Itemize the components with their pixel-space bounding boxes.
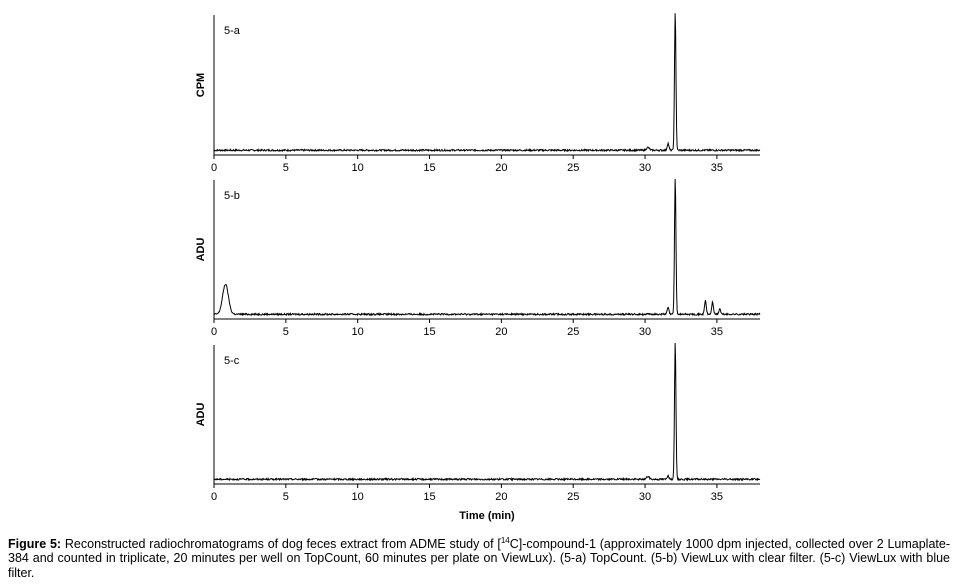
panel-3-x-tick-label: 30 (639, 491, 651, 503)
panel-2-trace-line (213, 178, 761, 317)
panel-1-x-tick-label: 25 (567, 162, 579, 174)
panel-1-x-tick-label: 15 (423, 162, 435, 174)
panel-3-y-axis-label: ADU (195, 403, 207, 427)
panel-2-x-tick-label: 5 (283, 326, 289, 338)
panel-2-y-axis-label: ADU (195, 238, 207, 262)
panel-1-x-tick-label: 0 (211, 162, 217, 174)
panel-3-x-tick-label: 5 (283, 491, 289, 503)
panel-2-x-tick-label: 0 (211, 326, 217, 338)
panel-1-x-tick-label: 5 (283, 162, 289, 174)
panel-3-x-tick-label: 10 (352, 491, 364, 503)
caption-text-after: C]-compound-1 (approximately 1000 dpm in… (8, 537, 950, 580)
panel-3-x-tick-label: 15 (423, 491, 435, 503)
caption-superscript: 14 (500, 535, 510, 545)
panel-1-trace-line (213, 13, 761, 153)
figure-caption: Figure 5: Reconstructed radiochromatogra… (8, 535, 950, 580)
panel-1-x-tick-label: 35 (711, 162, 723, 174)
panel-2-x-tick-label: 20 (495, 326, 507, 338)
panel-1-x-tick-label: 20 (495, 162, 507, 174)
caption-label: Figure 5: (8, 537, 62, 551)
panel-2-panel-label: 5-b (224, 190, 240, 202)
panel-3-panel-label: 5-c (224, 355, 240, 367)
panel-3-x-tick-label: 35 (711, 491, 723, 503)
panel-1-panel-label: 5-a (224, 25, 241, 37)
panel-1-y-axis-label: CPM (195, 73, 207, 97)
panel-2-x-tick-label: 35 (711, 326, 723, 338)
panel-2-x-tick-label: 10 (352, 326, 364, 338)
panel-3-x-axis-label: Time (min) (459, 510, 515, 522)
panel-1-x-tick-label: 30 (639, 162, 651, 174)
caption-text-before: Reconstructed radiochromatograms of dog … (64, 537, 501, 551)
panel-2-x-tick-label: 15 (423, 326, 435, 338)
panel-2-x-tick-label: 30 (639, 326, 651, 338)
panel-3-x-tick-label: 0 (211, 491, 217, 503)
panel-1-x-tick-label: 10 (352, 162, 364, 174)
panel-3-x-tick-label: 25 (567, 491, 579, 503)
panel-2-x-tick-label: 25 (567, 326, 579, 338)
radiochromatogram-figure: 0 5 10 15 20 25 30 35 5-a CPM 0 5 10 15 20 25 30 35 5-b ADU… (195, 13, 761, 522)
panel-3-trace-line (213, 343, 761, 482)
panel-3-x-tick-label: 20 (495, 491, 507, 503)
